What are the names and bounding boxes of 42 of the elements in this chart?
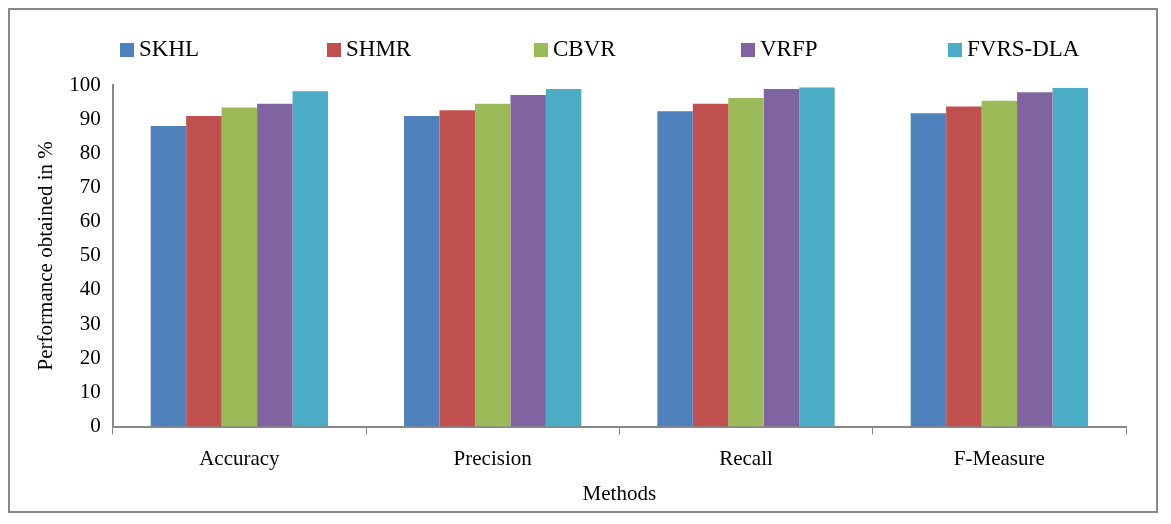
bar xyxy=(981,100,1018,427)
bar xyxy=(1052,88,1088,427)
bar xyxy=(910,113,947,427)
x-tick-label: Recall xyxy=(719,445,773,470)
bar xyxy=(292,91,329,427)
x-tick-label: F-Measure xyxy=(953,445,1045,470)
bar xyxy=(545,89,582,427)
bar xyxy=(186,116,222,427)
bar xyxy=(510,94,546,427)
y-tick-label: 80 xyxy=(79,139,101,164)
y-tick-label: 0 xyxy=(90,413,101,438)
x-tick-label: Precision xyxy=(453,445,533,470)
bar xyxy=(439,110,475,427)
bar xyxy=(221,107,258,427)
bar xyxy=(150,125,187,427)
y-tick-label: 100 xyxy=(69,71,101,96)
bar xyxy=(692,103,729,427)
legend-label: CBVR xyxy=(553,36,617,62)
bar xyxy=(257,103,293,427)
y-tick-label: 70 xyxy=(79,174,101,198)
y-tick-label: 20 xyxy=(79,344,101,369)
y-tick-label: 40 xyxy=(79,276,101,301)
y-tick-label: 30 xyxy=(79,310,101,335)
y-axis-title: Performance obtained in % xyxy=(33,141,58,371)
bar xyxy=(657,111,693,427)
y-tick-label: 10 xyxy=(79,378,101,403)
x-axis-title: Methods xyxy=(582,480,657,505)
legend-label: FVRS-DLA xyxy=(967,36,1080,62)
x-tick-label: Accuracy xyxy=(199,445,281,470)
y-tick-label: 50 xyxy=(79,242,101,267)
bar xyxy=(404,116,440,427)
y-tick-label: 60 xyxy=(79,208,101,233)
y-tick-label: 90 xyxy=(79,105,101,130)
bar xyxy=(946,106,982,427)
bar xyxy=(1017,92,1053,427)
legend-label: VRFP xyxy=(760,36,818,62)
bar xyxy=(728,97,764,427)
bar xyxy=(474,103,511,427)
legend-label: SHMR xyxy=(346,36,412,62)
legend-label: SKHL xyxy=(139,36,200,62)
bar xyxy=(763,89,800,427)
bar xyxy=(799,87,835,427)
